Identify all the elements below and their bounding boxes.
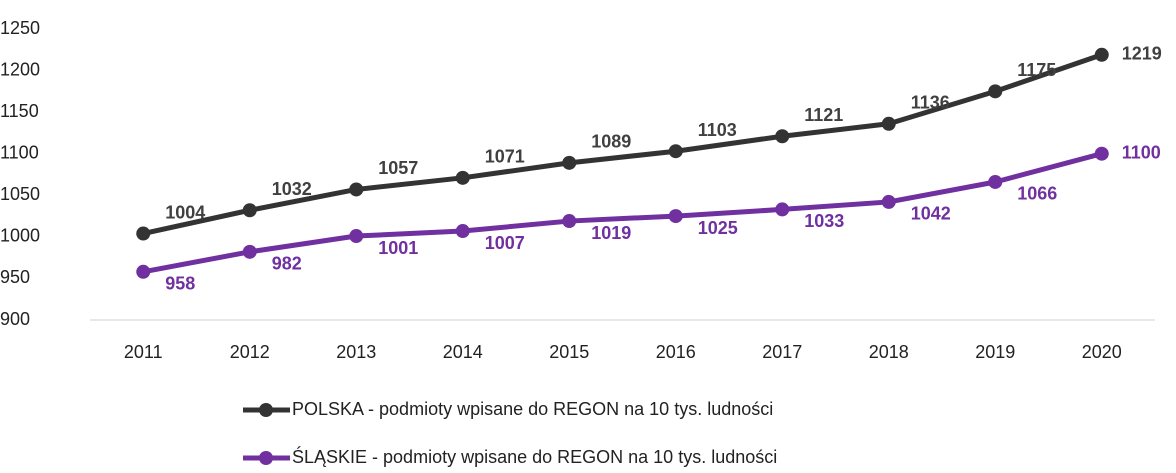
y-tick-label: 1000 xyxy=(0,226,40,246)
y-tick-label: 1100 xyxy=(0,142,39,162)
point xyxy=(349,229,364,244)
y-tick-label: 900 xyxy=(0,309,30,329)
y-tick-label: 1150 xyxy=(0,101,39,121)
legend-marker xyxy=(259,403,273,417)
point xyxy=(988,84,1003,99)
legend-marker xyxy=(259,451,273,465)
point xyxy=(881,116,896,131)
point xyxy=(881,194,896,209)
point xyxy=(1094,47,1109,62)
data-label: 1033 xyxy=(804,211,844,231)
data-label: 1066 xyxy=(1017,184,1057,204)
point xyxy=(242,244,257,259)
x-tick-label: 2013 xyxy=(336,342,376,362)
data-label: 1175 xyxy=(1017,60,1056,80)
y-tick-label: 1050 xyxy=(0,184,40,204)
point xyxy=(349,182,364,197)
data-label: 1103 xyxy=(698,120,737,140)
point xyxy=(668,209,683,224)
x-tick-label: 2019 xyxy=(975,342,1015,362)
data-label: 1007 xyxy=(485,233,525,253)
y-tick-label: 1200 xyxy=(0,59,40,79)
x-tick-label: 2016 xyxy=(656,342,696,362)
x-tick-label: 2015 xyxy=(549,342,589,362)
data-label: 1019 xyxy=(591,223,631,243)
data-label: 1100 xyxy=(1122,142,1161,162)
data-label: 982 xyxy=(272,254,302,274)
point xyxy=(455,170,470,185)
x-tick-label: 2018 xyxy=(869,342,909,362)
data-label: 1042 xyxy=(911,204,951,224)
data-label: 1219 xyxy=(1122,44,1162,64)
data-label: 958 xyxy=(165,274,195,294)
legend-label: ŚLĄSKIE - podmioty wpisane do REGON na 1… xyxy=(292,446,777,467)
data-label: 1001 xyxy=(378,238,418,258)
point xyxy=(775,129,790,144)
point xyxy=(562,155,577,170)
y-tick-label: 950 xyxy=(0,267,30,287)
point xyxy=(988,174,1003,189)
series-line xyxy=(142,151,1103,275)
point xyxy=(668,144,683,159)
x-tick-label: 2012 xyxy=(230,342,270,362)
data-label: 1121 xyxy=(804,105,843,125)
point xyxy=(455,224,470,239)
point xyxy=(136,264,151,279)
point xyxy=(775,202,790,217)
y-tick-label: 1250 xyxy=(0,18,40,38)
legend-label: POLSKA - podmioty wpisane do REGON na 10… xyxy=(292,399,773,419)
data-label: 1032 xyxy=(272,179,312,199)
x-tick-label: 2014 xyxy=(443,342,483,362)
point xyxy=(1094,146,1109,161)
series-line xyxy=(142,52,1103,236)
data-label: 1071 xyxy=(485,147,525,167)
data-label: 1089 xyxy=(591,132,631,152)
x-tick-label: 2011 xyxy=(124,342,163,362)
data-label: 1057 xyxy=(378,158,418,178)
x-tick-label: 2020 xyxy=(1082,342,1122,362)
data-label: 1004 xyxy=(165,202,205,222)
point xyxy=(136,226,151,241)
point xyxy=(562,214,577,229)
x-tick-label: 2017 xyxy=(762,342,802,362)
point xyxy=(242,203,257,218)
data-label: 1025 xyxy=(698,218,738,238)
data-label: 1136 xyxy=(911,93,950,113)
